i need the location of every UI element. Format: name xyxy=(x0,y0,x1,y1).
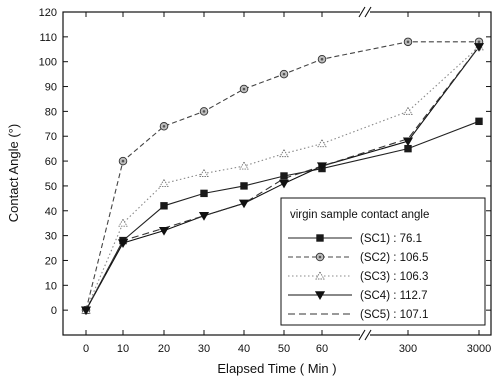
series-2-point-dot xyxy=(406,40,410,44)
series-4-point xyxy=(80,306,92,316)
markers-layer xyxy=(80,37,485,316)
series-3-point xyxy=(279,148,289,158)
x-axis: 0 10 20 30 40 50 60 300 3000 xyxy=(83,12,491,355)
x-tick-label: 20 xyxy=(158,343,170,355)
y-tick-label: 70 xyxy=(45,131,57,143)
series-3-point xyxy=(118,218,128,227)
y-tick-label: 110 xyxy=(39,32,57,44)
y-tick-label: 40 xyxy=(45,206,57,218)
axis-break xyxy=(358,6,372,341)
series-2-point xyxy=(159,122,169,131)
series-2-point xyxy=(279,69,289,79)
series-4-point xyxy=(238,199,250,209)
legend-label-2: (SC2) : 106.5 xyxy=(360,252,428,264)
x-tick-label: 60 xyxy=(316,343,328,355)
series-2-point-dot xyxy=(121,159,125,163)
y-tick-label: 80 xyxy=(45,106,57,118)
series-2-point-dot xyxy=(477,40,481,44)
series-2-point xyxy=(317,54,327,64)
x-tick-label: 10 xyxy=(117,343,129,355)
y-tick-label: 20 xyxy=(45,255,57,267)
series-line-5 xyxy=(85,46,480,311)
series-1-point xyxy=(240,182,248,190)
axis-break-slash xyxy=(358,329,366,341)
series-2-point-dot xyxy=(320,57,324,61)
series-4-point xyxy=(402,137,414,147)
y-tick-label: 50 xyxy=(45,181,57,193)
legend-marker-2-dot xyxy=(318,255,322,259)
legend-label-3: (SC3) : 106.3 xyxy=(360,271,428,283)
series-4-point xyxy=(117,239,129,249)
series-3-point xyxy=(317,138,327,148)
series-2-point xyxy=(403,37,413,47)
x-tick-label: 40 xyxy=(238,343,250,355)
series-3-point xyxy=(239,161,249,170)
y-tick-label: 90 xyxy=(45,82,57,94)
x-tick-label: 50 xyxy=(278,343,290,355)
legend-box xyxy=(280,197,486,326)
series-3-point xyxy=(403,106,413,115)
series-2-point-dot xyxy=(202,110,206,113)
legend-title: virgin sample contact angle xyxy=(290,209,429,221)
series-1-point xyxy=(200,189,208,198)
plot-frame xyxy=(62,11,492,336)
series-3-point xyxy=(199,168,209,177)
series-1-point xyxy=(160,202,168,210)
x-tick-label: 300 xyxy=(399,343,417,355)
series-2-point xyxy=(239,84,249,94)
series-4-point xyxy=(316,162,328,172)
axis-break-gap xyxy=(360,9,370,15)
legend: virgin sample contact angle (SC1) : 76.1… xyxy=(280,197,486,326)
series-1-point xyxy=(280,172,288,180)
y-tick-label: 100 xyxy=(39,57,57,69)
y-tick-label: 0 xyxy=(51,305,57,317)
series-4-point xyxy=(158,226,170,236)
series-2-point-dot xyxy=(162,124,166,128)
axis-break-slash xyxy=(364,6,372,18)
series-4-point xyxy=(278,179,290,189)
axis-break-slash xyxy=(364,329,372,341)
x-tick-label: 3000 xyxy=(467,343,491,355)
y-axis-title: Contact Angle (°) xyxy=(6,124,21,222)
series-2-point-dot xyxy=(282,72,286,76)
series-line-2 xyxy=(85,41,479,311)
series-2-point-dot xyxy=(242,87,246,91)
legend-label-1: (SC1) : 76.1 xyxy=(360,233,422,245)
legend-marker-2 xyxy=(315,252,325,262)
x-tick-label: 0 xyxy=(83,343,89,355)
axis-break-gap xyxy=(360,332,370,338)
series-4-point xyxy=(198,212,210,221)
y-tick-label: 120 xyxy=(39,7,57,19)
legend-marker-3 xyxy=(315,271,325,280)
legend-marker-1 xyxy=(316,234,324,242)
series-1-point xyxy=(404,144,412,153)
series-3-point xyxy=(159,178,169,187)
legend-label-5: (SC5) : 107.1 xyxy=(360,309,428,321)
y-tick-label: 30 xyxy=(45,231,57,243)
axis-break-slash xyxy=(358,6,366,18)
legend-marker-4 xyxy=(314,291,326,300)
y-tick-label: 60 xyxy=(45,156,57,168)
x-axis-title: Elapsed Time ( Min ) xyxy=(217,361,336,376)
series-2-point xyxy=(199,107,209,116)
y-axis: 0 10 20 30 40 50 60 70 80 90 100 110 120 xyxy=(39,7,491,317)
y-tick-label: 10 xyxy=(45,280,57,292)
x-tick-label: 30 xyxy=(198,343,210,355)
legend-label-4: (SC4) : 112.7 xyxy=(360,290,428,302)
series-1-point xyxy=(475,117,483,126)
series-2-point xyxy=(118,156,128,166)
series-4-point xyxy=(473,43,485,52)
